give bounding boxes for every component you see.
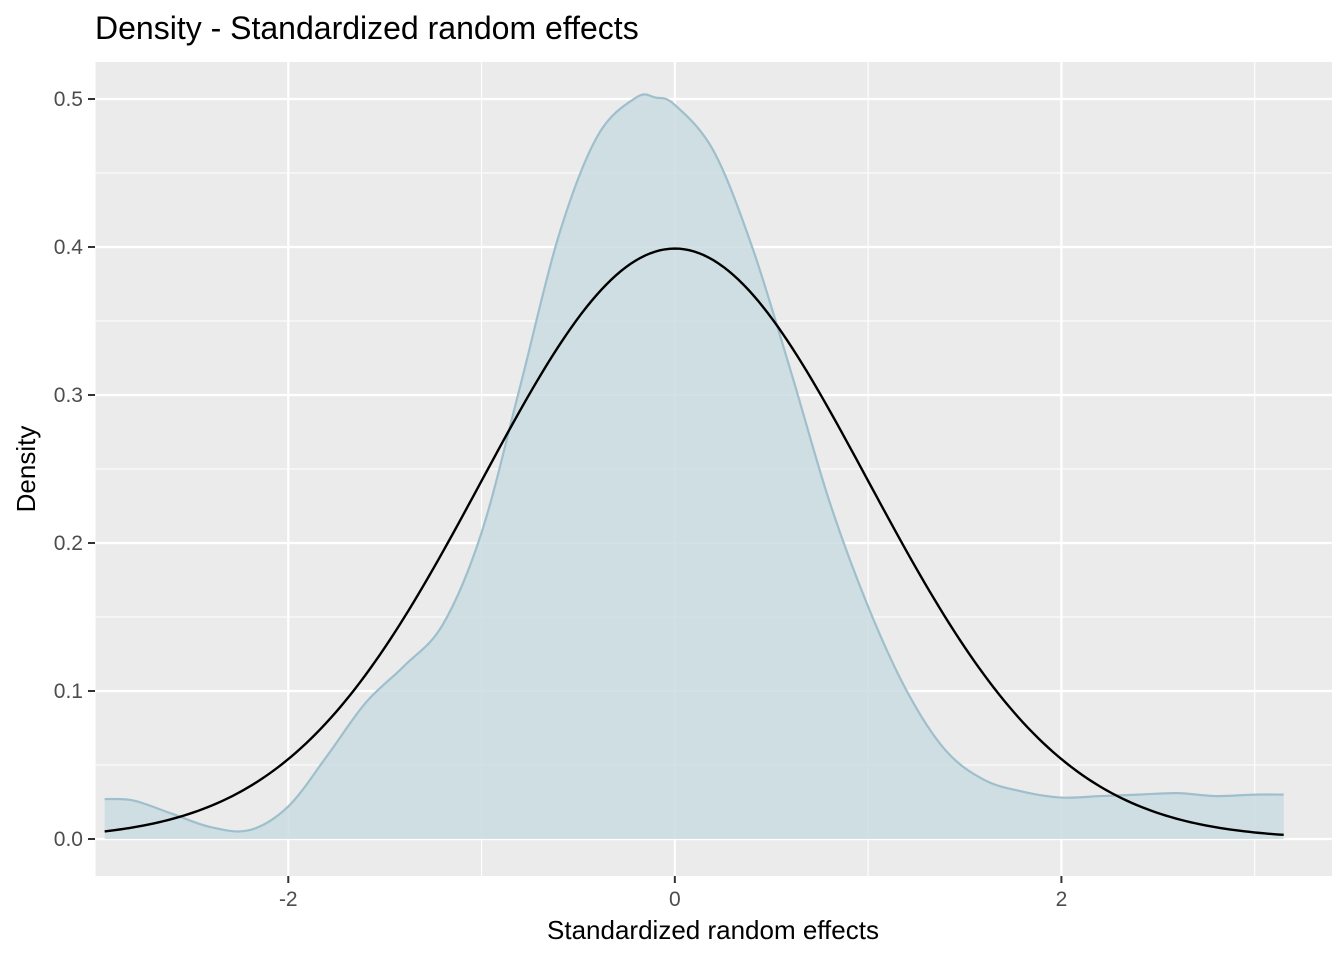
- y-axis-title: Density: [11, 426, 41, 513]
- chart-title: Density - Standardized random effects: [95, 10, 639, 46]
- x-axis: -2 0 2: [279, 876, 1067, 911]
- x-tick-label: -2: [279, 888, 298, 911]
- y-axis: 0.0 0.1 0.2 0.3 0.4 0.5: [54, 88, 95, 851]
- y-tick-label: 0.4: [54, 236, 84, 259]
- series-layer: [104, 93, 1284, 840]
- y-tick-label: 0.1: [54, 680, 83, 703]
- density-area-outline: [104, 93, 1284, 833]
- x-tick-label: 2: [1056, 888, 1068, 911]
- x-axis-title: Standardized random effects: [547, 915, 879, 945]
- y-tick-label: 0.2: [54, 532, 83, 555]
- density-area-fill: [104, 94, 1284, 840]
- y-tick-label: 0.5: [54, 88, 83, 111]
- y-tick-label: 0.0: [54, 828, 83, 851]
- x-tick-label: 0: [669, 888, 681, 911]
- y-tick-label: 0.3: [54, 384, 83, 407]
- normal-density-curve: [104, 247, 1284, 837]
